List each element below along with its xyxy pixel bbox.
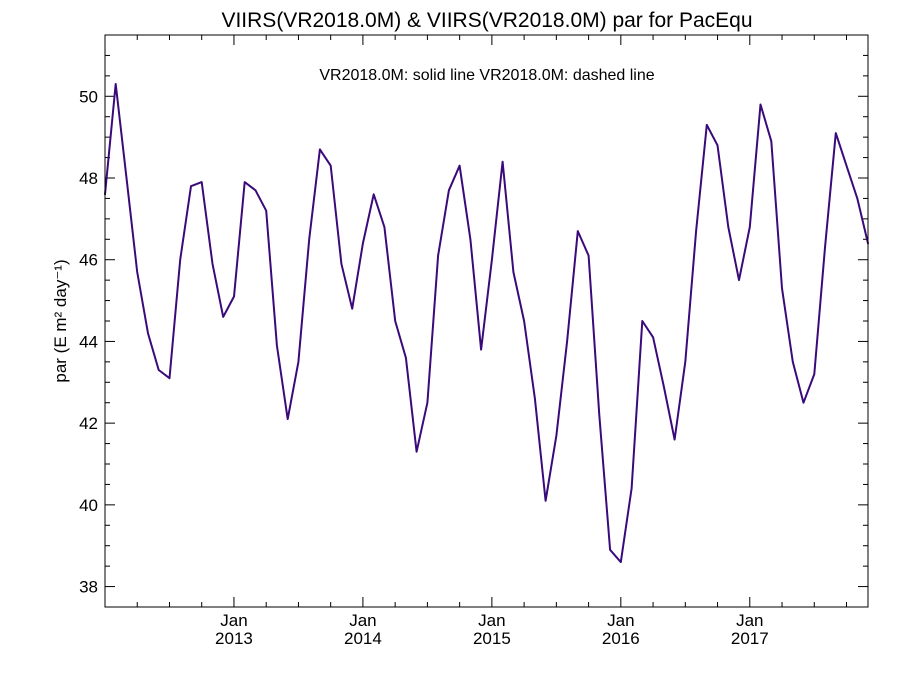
x-tick-label-year: 2017 bbox=[731, 629, 769, 648]
y-axis-label: par (E m² day⁻¹) bbox=[51, 259, 70, 382]
y-tick-label: 50 bbox=[79, 87, 98, 106]
x-tick-label-month: Jan bbox=[736, 611, 763, 630]
x-tick-label-year: 2015 bbox=[473, 629, 511, 648]
y-tick-label: 42 bbox=[79, 414, 98, 433]
y-tick-label: 46 bbox=[79, 251, 98, 270]
x-tick-label-year: 2016 bbox=[602, 629, 640, 648]
y-tick-label: 38 bbox=[79, 578, 98, 597]
y-tick-label: 48 bbox=[79, 169, 98, 188]
chart-title: VIIRS(VR2018.0M) & VIIRS(VR2018.0M) par … bbox=[221, 9, 752, 32]
x-tick-label-month: Jan bbox=[349, 611, 376, 630]
series-group bbox=[104, 83, 869, 564]
plot-frame bbox=[104, 34, 869, 608]
x-tick-label-month: Jan bbox=[220, 611, 247, 630]
y-tick-label: 44 bbox=[79, 332, 98, 351]
legend-annotation: VR2018.0M: solid line VR2018.0M: dashed … bbox=[319, 67, 654, 84]
x-tick-label-year: 2014 bbox=[344, 629, 382, 648]
x-tick-label-month: Jan bbox=[607, 611, 634, 630]
axes: 38404244464850Jan2013Jan2014Jan2015Jan20… bbox=[79, 34, 868, 648]
x-tick-label-year: 2013 bbox=[215, 629, 253, 648]
y-tick-label: 40 bbox=[79, 496, 98, 515]
series-line bbox=[104, 83, 869, 564]
x-tick-label-month: Jan bbox=[478, 611, 505, 630]
